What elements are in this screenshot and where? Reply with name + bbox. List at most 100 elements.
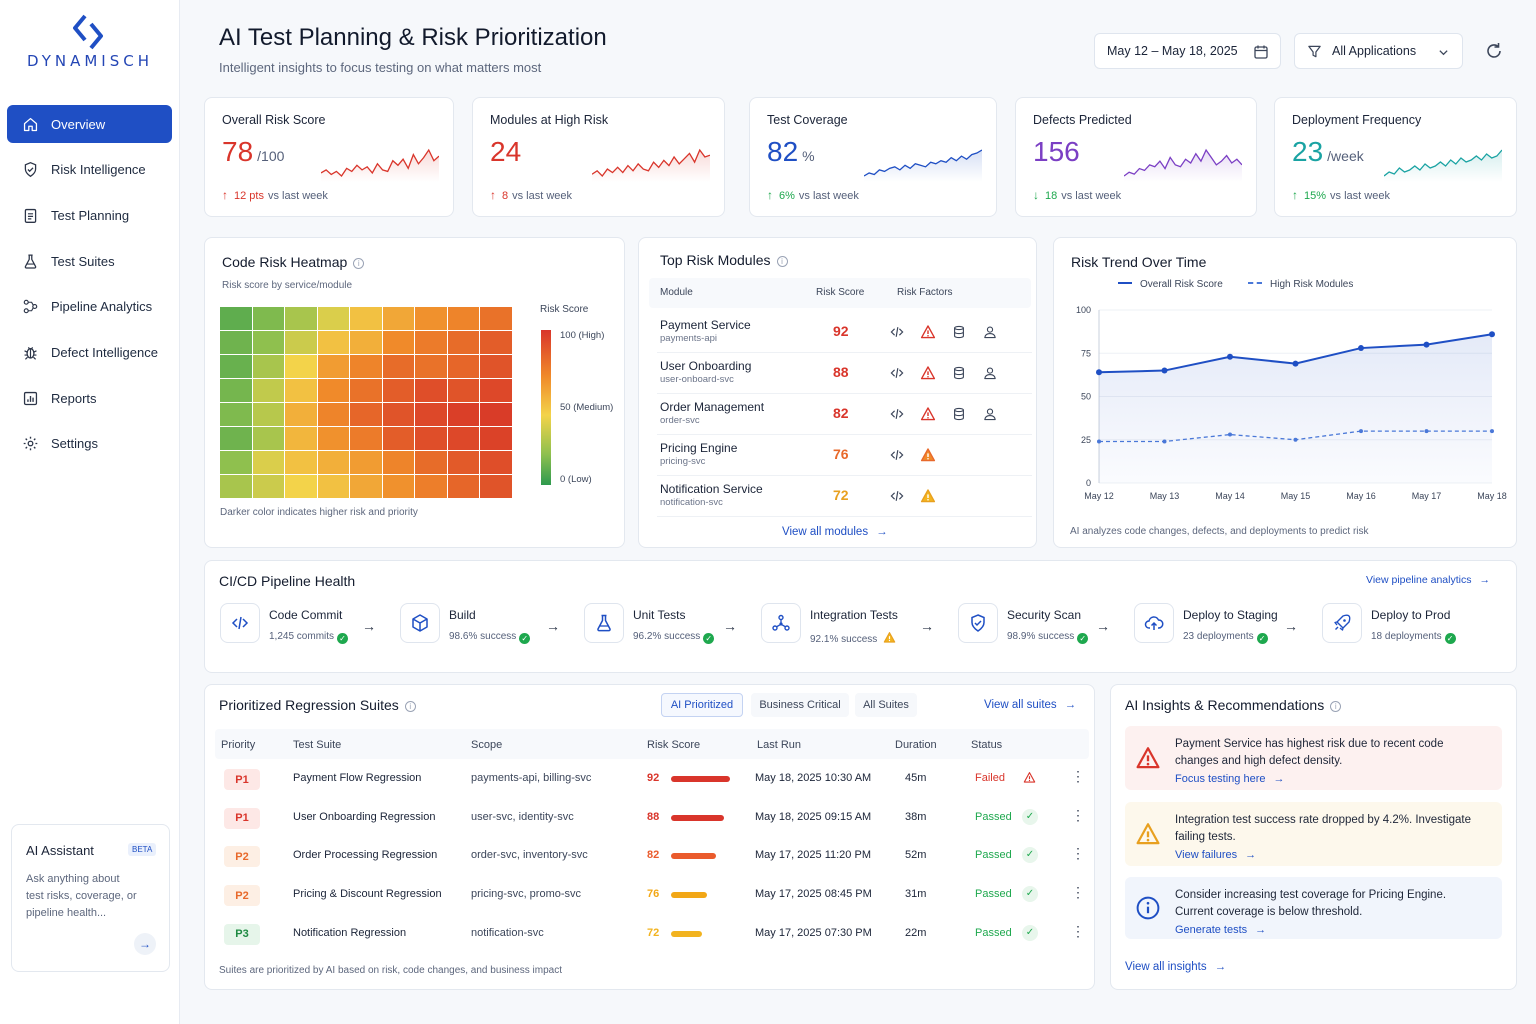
pipeline-step-label: Security Scan xyxy=(1007,608,1082,622)
tab-ai-prioritized[interactable]: AI Prioritized xyxy=(661,693,743,717)
pipeline-step-deploy-to-staging[interactable]: Deploy to Staging 23 deployments ✓ xyxy=(1134,603,1304,647)
series-overall-risk-point xyxy=(1489,331,1495,338)
sidebar-item-pipeline-analytics[interactable]: Pipeline Analytics xyxy=(7,288,172,326)
duration: 22m xyxy=(905,926,927,939)
pipeline-step-build[interactable]: Build 98.6% success ✓ xyxy=(400,603,570,647)
series-high-risk-point xyxy=(1424,429,1429,434)
col-risk-score: Risk Score xyxy=(647,739,701,751)
sparkline-line xyxy=(321,148,439,177)
suite-scope: pricing-svc, promo-svc xyxy=(471,888,582,901)
insight-action-link[interactable]: Focus testing here → xyxy=(1175,771,1485,788)
module-row[interactable]: Pricing Engine pricing-svc 76 xyxy=(657,436,1032,476)
sparkline-area xyxy=(864,150,982,182)
view-all-suites-link[interactable]: View all suites → xyxy=(984,699,1076,711)
insight-action-link[interactable]: Generate tests → xyxy=(1175,922,1485,939)
heatmap-cell xyxy=(220,403,252,426)
heatmap-cell xyxy=(285,427,317,450)
sidebar-item-risk-intelligence[interactable]: Risk Intelligence xyxy=(7,151,172,189)
more-options-icon[interactable]: ⋮ xyxy=(1071,884,1085,901)
more-options-icon[interactable]: ⋮ xyxy=(1071,845,1085,862)
pipeline-step-unit-tests[interactable]: Unit Tests 96.2% success ✓ xyxy=(584,603,754,647)
more-options-icon[interactable]: ⋮ xyxy=(1071,806,1085,823)
sidebar-item-overview[interactable]: Overview xyxy=(7,105,172,143)
pipeline-step-metric: 1,245 commits xyxy=(269,631,335,642)
insight-action-label: Focus testing here xyxy=(1175,773,1266,785)
col-module: Module xyxy=(660,287,693,298)
suite-scope: payments-api, billing-svc xyxy=(471,772,592,784)
x-tick-label: May 16 xyxy=(1346,491,1376,501)
view-pipeline-analytics-link[interactable]: View pipeline analytics → xyxy=(1366,574,1490,586)
sidebar-item-reports[interactable]: Reports xyxy=(7,379,172,417)
table-row[interactable]: P3 Notification Regression notification-sv… xyxy=(219,915,1089,953)
table-row[interactable]: P1 Payment Flow Regression payments-api, b… xyxy=(219,760,1089,798)
table-row[interactable]: P1 User Onboarding Regression user-svc, id… xyxy=(219,799,1089,837)
pipeline-icon xyxy=(23,299,38,314)
sidebar-item-label: Risk Intelligence xyxy=(51,162,146,178)
ai-assistant-card[interactable]: AI Assistant BETA Ask anything about tes… xyxy=(11,824,170,972)
suite-scope: notification-svc xyxy=(471,926,544,939)
kpi-delta-suffix: vs last week xyxy=(267,190,328,202)
view-all-modules-link[interactable]: View all modules → xyxy=(782,526,888,538)
pipeline-step-metric: 96.2% success xyxy=(633,631,701,642)
sparkline-area xyxy=(321,150,439,182)
pipeline-step-icon-box xyxy=(1134,603,1174,643)
pipeline-step-metric: 98.9% success xyxy=(1007,631,1075,642)
pipeline-step-deploy-to-prod[interactable]: Deploy to Prod 18 deployments ✓ xyxy=(1322,603,1492,647)
kpi-value-number: 78 xyxy=(222,136,254,167)
sparkline-area xyxy=(1124,150,1242,182)
module-row[interactable]: Notification Service notification-svc 72 xyxy=(657,477,1032,517)
module-row[interactable]: Order Management order-svc 82 xyxy=(657,395,1032,435)
module-row[interactable]: Payment Service payments-api 92 xyxy=(657,313,1032,353)
check-icon: ✓ xyxy=(1022,886,1038,903)
series-overall-risk-point xyxy=(1423,341,1430,348)
module-service: order-svc xyxy=(660,415,700,426)
legend-overall-label: Overall Risk Score xyxy=(1140,279,1223,290)
more-options-icon[interactable]: ⋮ xyxy=(1071,768,1085,784)
insight-text: Consider increasing test coverage for Pr… xyxy=(1175,887,1485,939)
refresh-icon[interactable] xyxy=(1484,41,1504,61)
heatmap-cell xyxy=(285,403,317,426)
suite-scope: user-svc, identity-svc xyxy=(471,810,574,823)
heatmap-cell xyxy=(220,427,252,450)
heatmap-cell xyxy=(447,331,479,354)
x-tick-label: May 15 xyxy=(1281,491,1311,501)
sidebar-item-test-planning[interactable]: Test Planning xyxy=(7,196,172,234)
pipeline-step-icon-box xyxy=(1322,603,1362,643)
x-tick-label: May 14 xyxy=(1215,491,1245,501)
arrow-right-icon: → xyxy=(1284,618,1298,634)
sidebar-item-settings[interactable]: Settings xyxy=(7,425,172,463)
info-icon[interactable]: i xyxy=(353,257,365,269)
insight-action-link[interactable]: View failures → xyxy=(1175,847,1485,864)
info-icon[interactable]: i xyxy=(404,700,416,712)
info-icon[interactable]: i xyxy=(776,255,788,267)
pipeline-step-metric: 18 deployments xyxy=(1371,631,1442,642)
kpi-delta-value: 12 pts xyxy=(234,190,264,202)
kpi-delta: ↑ 8 vs last week xyxy=(490,188,572,202)
more-options-icon[interactable]: ⋮ xyxy=(1071,922,1085,939)
application-filter[interactable]: All Applications xyxy=(1294,33,1463,69)
pipeline-step-security-scan[interactable]: Security Scan 98.9% success ✓ xyxy=(958,603,1128,647)
kpi-unit: % xyxy=(802,148,815,164)
ai-assistant-send-button[interactable]: → xyxy=(134,933,156,955)
y-tick-label: 25 xyxy=(1081,435,1091,445)
view-all-insights-link[interactable]: View all insights → xyxy=(1125,961,1226,973)
module-row[interactable]: User Onboarding user-onboard-svc 88 xyxy=(657,354,1032,394)
date-range-picker[interactable]: May 12 – May 18, 2025 xyxy=(1094,33,1281,69)
pipeline-step-integration-tests[interactable]: Integration Tests 92.1% success xyxy=(761,603,931,647)
sidebar-item-defect-intelligence[interactable]: Defect Intelligence xyxy=(7,334,172,372)
status-label: Failed xyxy=(975,772,1005,784)
sidebar-item-test-suites[interactable]: Test Suites xyxy=(7,242,172,280)
sparkline-line xyxy=(592,148,710,177)
tab-business-critical[interactable]: Business Critical xyxy=(751,693,849,717)
tab-all-suites[interactable]: All Suites xyxy=(855,693,917,717)
info-icon[interactable]: i xyxy=(1330,700,1342,712)
pipeline-step-icon-box xyxy=(220,603,260,643)
insight-text: Payment Service has highest risk due to … xyxy=(1175,736,1485,788)
pipeline-step-code-commit[interactable]: Code Commit 1,245 commits ✓ xyxy=(220,603,390,647)
heatmap-cell xyxy=(220,379,252,402)
table-row[interactable]: P2 Pricing & Discount Regression pricing-s… xyxy=(219,876,1089,914)
table-row[interactable]: P2 Order Processing Regression order-svc, … xyxy=(219,837,1089,875)
filter-icon xyxy=(1308,45,1321,58)
priority-badge: P2 xyxy=(224,885,260,907)
x-tick-label: May 17 xyxy=(1412,491,1442,501)
